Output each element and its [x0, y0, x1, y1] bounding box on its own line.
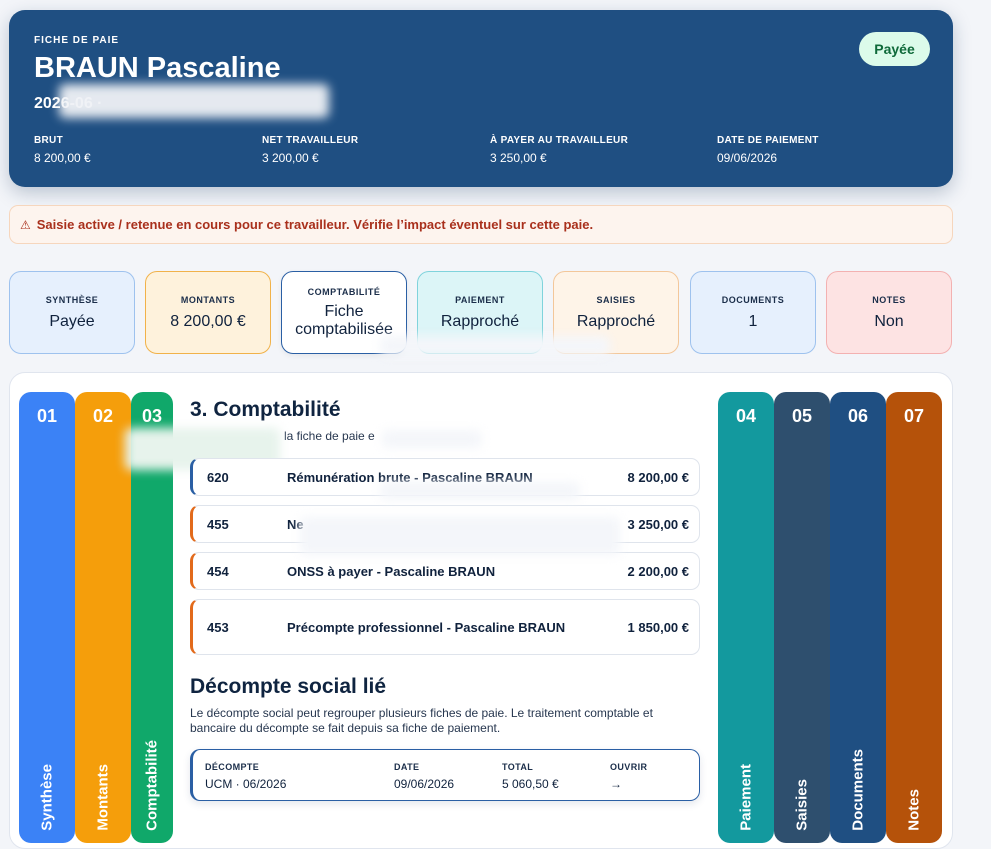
- tab-documents[interactable]: 06 Documents: [830, 392, 886, 843]
- stat-label: À PAYER AU TRAVAILLEUR: [490, 135, 629, 146]
- account-number: 454: [207, 563, 229, 579]
- redacted-area: [300, 517, 620, 555]
- entry-description: ONSS à payer - Pascaline BRAUN: [287, 563, 496, 579]
- col-label: DATE: [394, 762, 420, 772]
- col-label: OUVRIR: [610, 762, 648, 772]
- status-badge: Payée: [859, 32, 930, 66]
- card-value: Rapproché: [440, 312, 520, 330]
- tab-number: 01: [36, 406, 58, 426]
- stat-net: NET TRAVAILLEUR 3 200,00 €: [262, 135, 482, 165]
- stat-to-pay: À PAYER AU TRAVAILLEUR 3 250,00 €: [490, 135, 710, 165]
- card-value: Fiche comptabilisée: [295, 302, 393, 338]
- card-montants[interactable]: MONTANTS 8 200,00 €: [145, 271, 271, 354]
- card-label: COMPTABILITÉ: [307, 286, 381, 297]
- card-value: Rapproché: [576, 312, 656, 330]
- card-label: PAIEMENT: [455, 294, 505, 305]
- card-value: 8 200,00 €: [170, 312, 246, 330]
- card-notes[interactable]: NOTES Non: [826, 271, 952, 354]
- tab-synthese[interactable]: 01 Synthèse: [19, 392, 75, 843]
- linked-statement-text: Le décompte social peut regrouper plusie…: [190, 706, 653, 735]
- card-documents[interactable]: DOCUMENTS 1: [690, 271, 816, 354]
- entry-amount: 1 850,00 €: [627, 619, 689, 635]
- redacted-area: [382, 430, 482, 448]
- tab-label: Comptabilité: [143, 740, 161, 831]
- card-value: 1: [748, 312, 758, 330]
- tab-paiement[interactable]: 04 Paiement: [718, 392, 774, 843]
- stat-brut: BRUT 8 200,00 €: [34, 135, 254, 165]
- warning-icon: ⚠: [20, 217, 31, 232]
- tab-number: 05: [791, 406, 813, 426]
- accounting-entry-row: 454 ONSS à payer - Pascaline BRAUN 2 200…: [190, 552, 700, 590]
- redacted-area: [380, 482, 580, 500]
- account-number: 455: [207, 516, 229, 532]
- stat-label: NET TRAVAILLEUR: [262, 135, 359, 146]
- open-arrow-icon[interactable]: →: [610, 777, 622, 791]
- col-value: 5 060,50 €: [502, 777, 559, 791]
- redacted-area: [59, 84, 329, 118]
- card-label: SYNTHÈSE: [45, 294, 99, 305]
- tab-number: 06: [847, 406, 869, 426]
- account-number: 620: [207, 469, 229, 485]
- statement-col-date: DATE 09/06/2026: [394, 762, 454, 791]
- entry-description: Ne: [287, 516, 304, 532]
- entry-description: Rémunération brute - Pascaline BRAUN: [287, 469, 533, 485]
- stat-value: 3 200,00 €: [262, 151, 319, 165]
- accounting-entry-row: 453 Précompte professionnel - Pascaline …: [190, 599, 700, 655]
- entry-description: Précompte professionnel - Pascaline BRAU…: [287, 619, 566, 635]
- card-label: SAISIES: [596, 294, 636, 305]
- tab-montants[interactable]: 02 Montants: [75, 392, 131, 843]
- tab-notes[interactable]: 07 Notes: [886, 392, 942, 843]
- tab-label: Montants: [94, 764, 112, 831]
- card-label: MONTANTS: [180, 294, 236, 305]
- card-label: DOCUMENTS: [721, 294, 785, 305]
- linked-statement-card[interactable]: DÉCOMPTE UCM · 06/2026 DATE 09/06/2026 T…: [190, 749, 700, 801]
- payslip-header: FICHE DE PAIE BRAUN Pascaline 2026-06 · …: [9, 10, 953, 187]
- col-label: DÉCOMPTE: [205, 762, 260, 772]
- stat-label: BRUT: [34, 135, 63, 146]
- card-value: Payée: [49, 312, 95, 330]
- tab-label: Saisies: [793, 779, 811, 831]
- employee-name: BRAUN Pascaline: [34, 52, 281, 84]
- section-title: 3. Comptabilité: [190, 398, 341, 421]
- redacted-area: [380, 336, 610, 356]
- stat-value: 09/06/2026: [717, 151, 778, 165]
- tab-label: Paiement: [737, 764, 755, 831]
- tab-number: 07: [903, 406, 925, 426]
- stat-value: 3 250,00 €: [490, 151, 547, 165]
- statement-col-total: TOTAL 5 060,50 €: [502, 762, 559, 791]
- linked-statement-title: Décompte social lié: [190, 675, 387, 698]
- col-label: TOTAL: [502, 762, 534, 772]
- tab-saisies[interactable]: 05 Saisies: [774, 392, 830, 843]
- statement-col-id: DÉCOMPTE UCM · 06/2026: [205, 762, 286, 791]
- card-label: NOTES: [872, 294, 906, 305]
- garnishment-alert: ⚠ Saisie active / retenue en cours pour …: [9, 205, 953, 244]
- col-value: UCM · 06/2026: [205, 777, 287, 791]
- accounting-entry-row: 620 Rémunération brute - Pascaline BRAUN…: [190, 458, 700, 496]
- stat-value: 8 200,00 €: [34, 151, 91, 165]
- tab-number: 02: [92, 406, 114, 426]
- stat-payment-date: DATE DE PAIEMENT 09/06/2026: [717, 135, 937, 165]
- statement-col-open[interactable]: OUVRIR →: [610, 762, 647, 791]
- card-value: Non: [874, 312, 904, 330]
- alert-text: Saisie active / retenue en cours pour ce…: [36, 217, 594, 232]
- stat-label: DATE DE PAIEMENT: [717, 135, 819, 146]
- entry-amount: 2 200,00 €: [627, 563, 689, 579]
- tab-label: Synthèse: [38, 764, 56, 831]
- col-value: 09/06/2026: [394, 777, 455, 791]
- tab-label: Notes: [905, 789, 923, 831]
- tab-number: 04: [735, 406, 757, 426]
- section-subtitle: la fiche de paie e: [284, 429, 375, 443]
- entry-amount: 3 250,00 €: [627, 516, 689, 532]
- entry-amount: 8 200,00 €: [627, 469, 689, 485]
- header-kicker: FICHE DE PAIE: [34, 35, 120, 46]
- tab-label: Documents: [849, 749, 867, 831]
- account-number: 453: [207, 619, 229, 635]
- card-synthese[interactable]: SYNTHÈSE Payée: [9, 271, 135, 354]
- tab-number: 03: [141, 406, 163, 426]
